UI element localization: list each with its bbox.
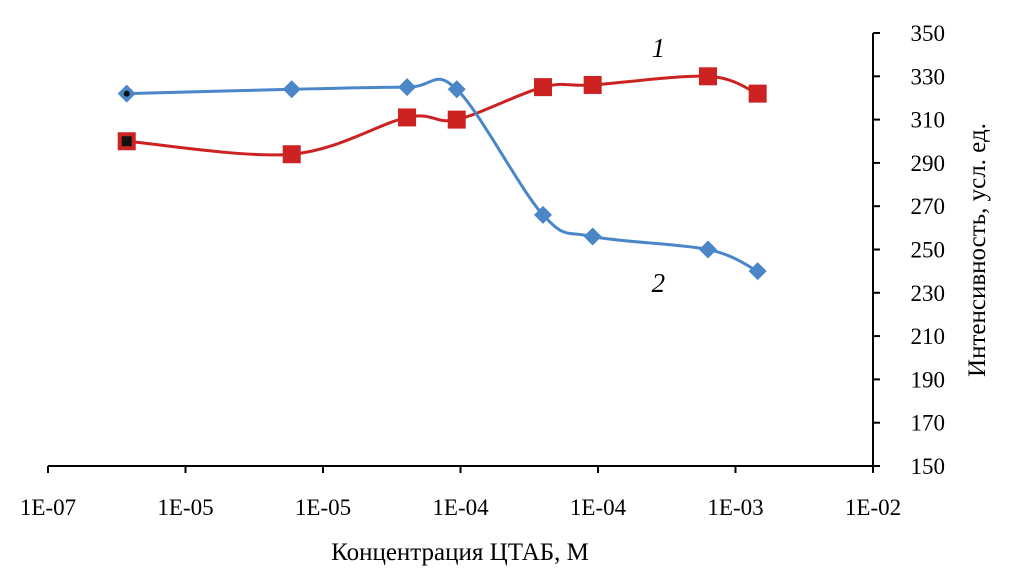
series-labels: 12 [652,33,666,298]
series-2-point [699,240,717,259]
series-2-point [282,80,301,99]
series-2-point [583,227,602,246]
x-tick-label: 1E-05 [295,495,351,520]
x-tick-label: 1E-04 [432,495,489,520]
series-curves [126,74,759,273]
y-tick-label: 230 [911,281,946,306]
y-tick-label: 150 [911,454,946,479]
x-tick-label: 1E-07 [20,495,76,520]
series-1-point [447,110,466,129]
series-2-point-center [123,90,130,97]
series-1-point [583,75,602,94]
series-1-point [699,67,717,86]
y-tick-label: 170 [911,411,946,436]
series-2-line [126,77,759,273]
x-axis-title: Концентрация ЦТАБ, М [331,539,589,566]
series-1-point-center [121,136,132,147]
series-2-point [398,78,417,97]
series-1-point [282,145,301,164]
y-axis-ticks: 150 170 190 210 230 250 270 290 310 330 350 [873,21,945,479]
y-tick-label: 350 [911,21,946,46]
y-tick-label: 270 [911,194,946,219]
series-2-point [447,80,466,99]
y-tick-label: 330 [911,64,946,89]
x-tick-label: 1E-03 [707,495,763,520]
y-tick-label: 310 [911,108,946,133]
series-1-point [534,78,552,97]
series-1-point [748,84,767,103]
series-2-label: 2 [652,268,666,298]
series-2-point [748,262,767,281]
x-axis-ticks: 1E-07 1E-05 1E-05 1E-04 1E-04 1E-03 1E-02 [20,466,901,520]
y-axis-title: Интенсивность, усл. ед. [964,123,991,377]
series-1-label: 1 [652,33,666,63]
x-tick-label: 1E-04 [570,495,627,520]
series-markers [117,67,767,281]
series-1-point [398,108,417,127]
x-tick-label: 1E-02 [845,495,901,520]
series-2-point [534,205,552,224]
y-tick-label: 290 [911,151,946,176]
series-1-line [126,74,759,157]
y-tick-label: 250 [911,238,946,263]
x-tick-label: 1E-05 [157,495,213,520]
y-tick-label: 190 [911,367,946,392]
y-tick-label: 210 [911,324,946,349]
